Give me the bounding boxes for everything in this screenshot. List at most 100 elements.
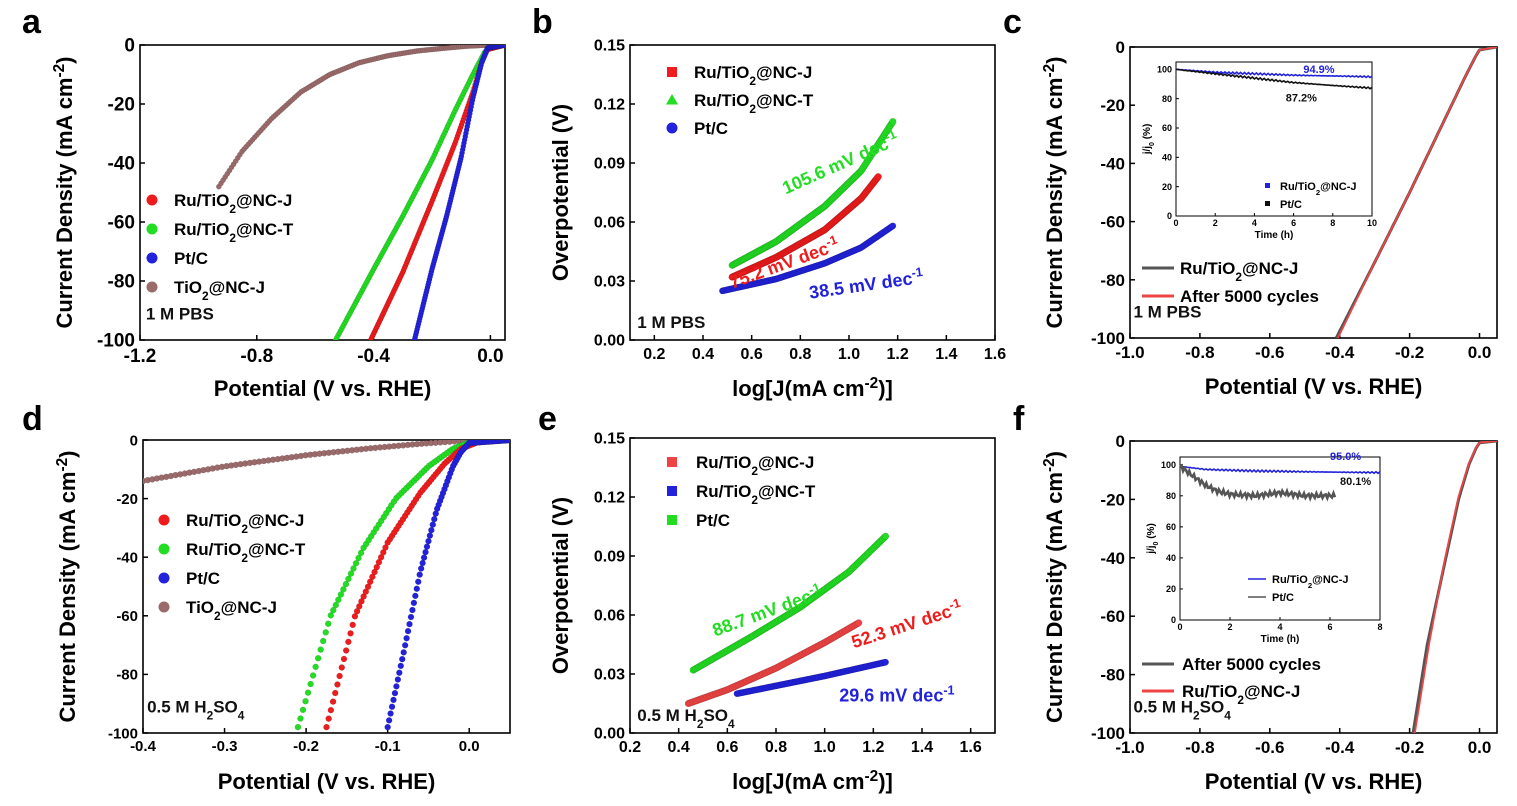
x-tick-label: -0.2 — [1395, 343, 1424, 362]
legend-marker — [158, 572, 170, 584]
inset-y-axis-label: j/j0 (%) — [1146, 523, 1160, 555]
x-tick-label: 1.2 — [862, 739, 884, 756]
annotation-text: 29.6 mV dec-1 — [839, 684, 954, 706]
x-tick-label: -0.6 — [1255, 738, 1284, 757]
data-point — [299, 706, 307, 714]
y-tick-label: -20 — [116, 491, 138, 508]
annotation-text: 0.5 M H2SO4 — [637, 706, 735, 731]
data-point — [332, 689, 339, 697]
annotation-text: 38.5 mV dec-1 — [808, 265, 925, 303]
data-point — [355, 554, 362, 562]
x-tick-label: -1.0 — [1115, 343, 1144, 362]
inset-legend-label: Ru/TiO2@NC-J — [1280, 181, 1357, 197]
x-tick-label: 0.0 — [1468, 738, 1492, 757]
y-tick-label: -20 — [108, 95, 135, 116]
series-pt-c — [719, 222, 897, 295]
panel-label: e — [538, 400, 557, 438]
panel-f: -1.0 -0.8 -0.6 -0.4 -0.2 0.0 0 -20 -40 -60 -80 -100… — [1013, 400, 1498, 794]
data-point — [325, 620, 332, 627]
data-point — [426, 532, 434, 539]
data-point — [345, 638, 352, 646]
x-tick-label: -0.8 — [240, 346, 273, 367]
legend-marker — [667, 67, 677, 77]
y-tick-label: -100 — [108, 725, 138, 742]
data-point — [855, 619, 863, 627]
annotation-text: 52.3 mV dec-1 — [848, 596, 964, 653]
y-tick-label: -40 — [116, 549, 138, 566]
legend-label: TiO2@NC-J — [186, 598, 277, 623]
data-point — [400, 649, 407, 656]
legend-label: Pt/C — [694, 119, 728, 138]
data-point — [337, 591, 345, 598]
data-point — [340, 586, 347, 593]
y-tick-label: 0 — [1116, 432, 1125, 451]
inset-y-tick-label: 40 — [1162, 152, 1172, 162]
series-after-5000-cycles — [1411, 441, 1497, 733]
y-tick-label: -60 — [108, 213, 135, 234]
data-point — [322, 629, 329, 636]
legend-marker — [667, 457, 677, 467]
legend-label: Ru/TiO2@NC-J — [1182, 682, 1300, 707]
data-point — [882, 658, 889, 666]
data-point — [431, 515, 438, 523]
series-group — [719, 118, 897, 295]
y-tick-label: 0.15 — [594, 38, 625, 55]
inset-series — [1179, 463, 1337, 503]
data-point — [394, 676, 402, 683]
x-axis-label: log[J(mA cm-2)] — [732, 768, 893, 795]
x-tick-label: 0.0 — [477, 346, 503, 367]
legend-label: After 5000 cycles — [1182, 655, 1321, 674]
series-ru-tio-nc-t — [733, 658, 889, 698]
inset-legend-marker — [1265, 201, 1270, 206]
y-tick-label: 0.00 — [594, 333, 625, 350]
series-ru-tio-nc-t — [294, 440, 510, 731]
legend-label: Ru/TiO2@NC-J — [186, 511, 304, 536]
inset-plot-frame — [1175, 61, 1373, 217]
x-tick-label: -1.0 — [1115, 738, 1144, 757]
data-point — [410, 599, 418, 607]
data-point — [404, 627, 412, 635]
inset-y-axis-label: j/j0 (%) — [1142, 124, 1156, 156]
data-point — [332, 601, 340, 609]
annotation-text: 1 M PBS — [146, 304, 214, 323]
legend-label: After 5000 cycles — [1180, 287, 1319, 306]
legend-label: Pt/C — [696, 511, 730, 530]
data-point — [881, 532, 890, 540]
x-tick-label: 0.2 — [619, 739, 641, 756]
annotation-text: 0.5 M H2SO4 — [147, 697, 245, 722]
data-point — [393, 683, 400, 690]
y-tick-label: 0 — [130, 432, 138, 449]
data-point — [412, 592, 419, 600]
data-point — [396, 669, 403, 676]
y-tick-label: -100 — [1091, 724, 1125, 743]
x-tick-label: 1.0 — [814, 739, 836, 756]
data-point — [889, 118, 897, 126]
inset-legend-label: Pt/C — [1280, 199, 1302, 211]
y-tick-label: 0.09 — [594, 156, 625, 173]
series-ru-tio-nc-t — [728, 118, 897, 269]
data-point — [325, 715, 332, 722]
y-tick-label: 0.09 — [594, 549, 625, 566]
x-tick-label: -0.4 — [1325, 343, 1355, 362]
data-point — [338, 664, 345, 671]
series-ru-tio-nc-t — [332, 45, 505, 340]
legend-marker — [667, 486, 677, 496]
data-point — [347, 630, 354, 637]
data-point — [403, 635, 410, 642]
series-group — [684, 532, 890, 708]
series-tio-nc-j — [216, 45, 494, 190]
series-tio-nc-j — [143, 440, 510, 485]
legend-label: Ru/TiO2@NC-J — [696, 453, 814, 478]
inset-annotation: 80.1% — [1340, 476, 1371, 488]
inset-annotation: 87.2% — [1286, 93, 1317, 105]
data-point — [342, 580, 350, 588]
plot-frame — [142, 439, 511, 734]
x-tick-label: 0.4 — [692, 346, 714, 363]
legend-marker — [158, 514, 170, 526]
data-point — [327, 706, 335, 714]
series-ru-tio-nc-j — [684, 619, 863, 708]
data-point — [416, 571, 423, 578]
series-ru-tio-nc-j — [367, 45, 505, 340]
data-point — [401, 642, 409, 649]
